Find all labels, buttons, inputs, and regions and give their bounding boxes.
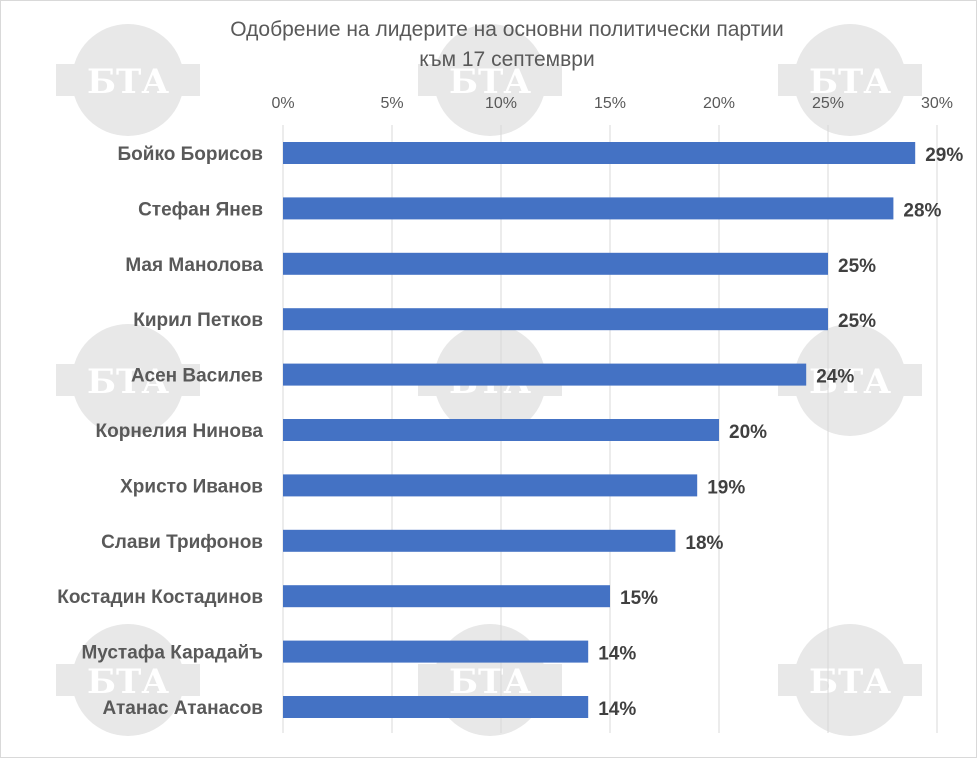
watermark-text: БТА [809, 662, 891, 702]
data-label: 14% [598, 699, 636, 720]
category-labels: Бойко Борисов Стефан Янев Мая Манолова Кири… [57, 144, 263, 719]
x-tick-label: 20% [703, 95, 735, 112]
watermark-text: БТА [449, 662, 531, 702]
x-tick-label: 0% [271, 95, 294, 112]
bar [283, 252, 828, 275]
bta-watermark-logo: БТА [778, 24, 922, 136]
category-label: Христо Иванов [120, 476, 263, 497]
bta-watermark-logo: БТА [56, 24, 200, 136]
data-label: 28% [903, 200, 941, 221]
x-tick-label: 10% [485, 95, 517, 112]
watermark-text: БТА [87, 662, 169, 702]
bar [283, 142, 916, 164]
bar [283, 308, 828, 331]
watermark-text: БТА [809, 62, 891, 102]
watermark-text: БТА [87, 362, 169, 402]
bar [283, 696, 589, 718]
bar [283, 474, 698, 497]
category-label: Атанас Атанасов [103, 698, 263, 719]
data-label: 25% [838, 311, 876, 332]
bars [283, 142, 916, 718]
category-label: Бойко Борисов [118, 144, 264, 165]
data-label: 29% [925, 145, 963, 166]
x-axis-ticks: 0% 5% 10% 15% 20% 25% 30% [271, 95, 953, 112]
category-label: Асен Василев [131, 366, 263, 387]
category-label: Кирил Петков [133, 310, 263, 331]
bta-watermark-logo: БТА [56, 324, 200, 436]
category-label: Корнелия Нинова [96, 421, 264, 442]
data-label: 14% [598, 644, 636, 665]
bar [283, 363, 807, 386]
bar [283, 419, 719, 441]
data-label: 20% [729, 422, 767, 443]
data-label: 25% [838, 256, 876, 277]
data-label: 24% [816, 367, 854, 388]
x-tick-label: 5% [380, 95, 403, 112]
x-tick-label: 25% [812, 95, 844, 112]
bar [283, 640, 589, 663]
watermark-text: БТА [449, 62, 531, 102]
value-labels: 29% 28% 25% 25% 24% 20% 19% 18% 15% 14% 14% [598, 145, 963, 720]
data-label: 18% [685, 533, 723, 554]
category-label: Мустафа Карадайъ [81, 643, 263, 664]
data-label: 15% [620, 588, 658, 609]
watermark-text: БТА [87, 62, 169, 102]
bta-watermark-logo: БТА [56, 624, 200, 736]
chart-subtitle: към 17 септември [419, 48, 594, 71]
chart-title: Одобрение на лидерите на основни политич… [230, 18, 783, 41]
data-label: 19% [707, 477, 745, 498]
watermark-text: БТА [809, 362, 891, 402]
bar [283, 585, 610, 608]
category-label: Костадин Костадинов [57, 587, 263, 608]
bar [283, 529, 676, 552]
category-label: Стефан Янев [138, 199, 263, 220]
bar [283, 197, 894, 220]
category-label: Слави Трифонов [101, 532, 263, 553]
category-label: Мая Манолова [125, 255, 263, 276]
bta-watermark-logo: БТА [418, 24, 562, 136]
bta-watermark-logo: БТА [778, 624, 922, 736]
x-tick-label: 30% [921, 95, 953, 112]
x-tick-label: 15% [594, 95, 626, 112]
